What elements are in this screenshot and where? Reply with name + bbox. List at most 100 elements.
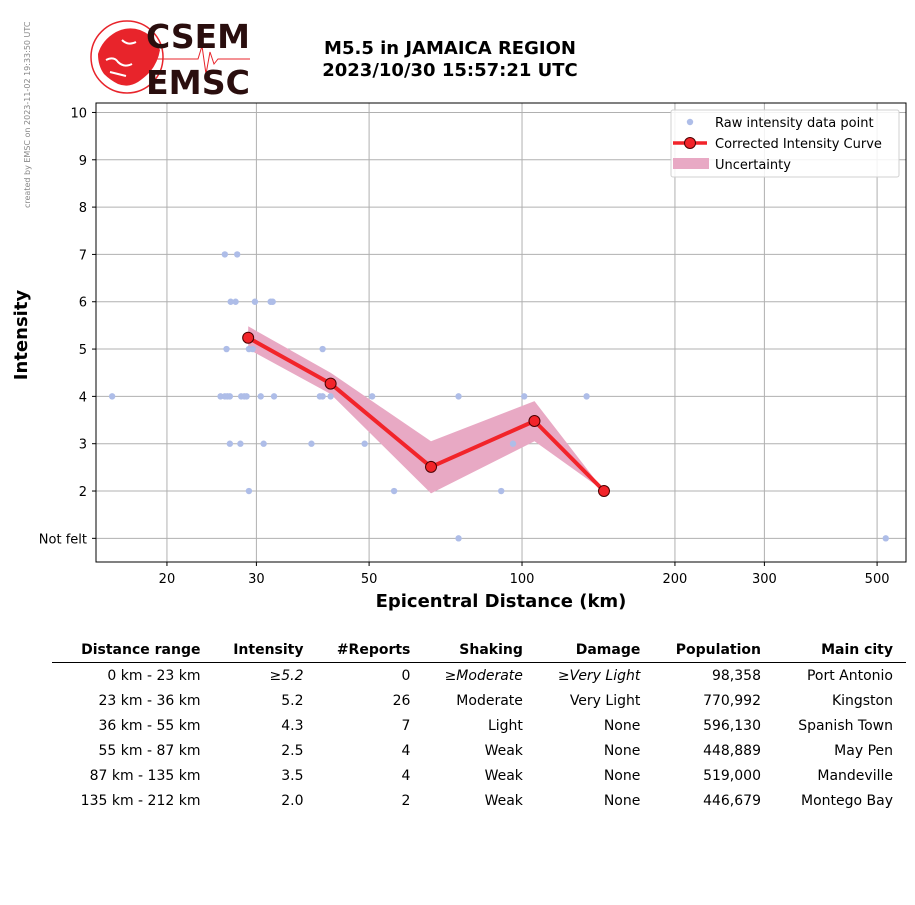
cell-main-city: Spanish Town [798, 717, 893, 734]
cell-intensity: 2.5 [281, 742, 304, 759]
header-intensity: Intensity [213, 640, 317, 663]
raw-data-point [455, 535, 462, 542]
cell-distance-range: 87 km - 135 km [89, 767, 201, 784]
cell-damage: ≥Very Light [557, 667, 641, 684]
raw-data-point [232, 298, 239, 305]
cell-distance-range: 23 km - 36 km [98, 692, 201, 709]
cell-reports: 0 [401, 667, 411, 684]
y-tick-label: 4 [79, 390, 87, 405]
header-damage: Damage [535, 640, 654, 663]
raw-data-point [237, 440, 244, 447]
cell-damage: None [603, 767, 641, 784]
table-row: 23 km - 36 km 5.2 26 Moderate Very Light… [52, 688, 906, 713]
logo-text-emsc: EMSC [146, 63, 250, 98]
cell-main-city: Montego Bay [801, 792, 893, 809]
legend-curve-label: Corrected Intensity Curve [715, 137, 882, 152]
header-population: Population [653, 640, 774, 663]
raw-data-point [234, 251, 241, 258]
legend-raw-label: Raw intensity data point [715, 116, 874, 131]
watermark-label: created by EMSC on 2023-11-02 19:33:50 U… [24, 21, 32, 208]
header-shaking: Shaking [423, 640, 536, 663]
cell-main-city: Kingston [831, 692, 893, 709]
cell-distance-range: 36 km - 55 km [98, 717, 201, 734]
cell-reports: 7 [401, 717, 411, 734]
legend-curve-marker [684, 137, 696, 149]
table-row: 36 km - 55 km 4.3 7 Light None 596,130 S… [52, 713, 906, 738]
intensity-curve-point [528, 414, 541, 427]
cell-reports: 4 [401, 767, 411, 784]
cell-main-city: Mandeville [817, 767, 893, 784]
raw-data-point [243, 393, 250, 400]
y-tick-label: 10 [70, 106, 87, 121]
header-distance-range: Distance range [52, 640, 214, 663]
raw-data-point [269, 298, 276, 305]
x-tick-label: 200 [663, 572, 688, 587]
cell-damage: None [603, 792, 641, 809]
cell-main-city: Port Antonio [806, 667, 893, 684]
raw-data-point [257, 393, 264, 400]
legend-uncertainty-swatch [673, 158, 709, 169]
raw-data-point [319, 393, 326, 400]
raw-data-point [108, 393, 116, 400]
csem-emsc-logo: CSEM EMSC [90, 17, 250, 98]
cell-population: 770,992 [703, 692, 761, 709]
raw-data-point [361, 440, 368, 447]
cell-main-city: May Pen [834, 742, 893, 759]
cell-reports: 26 [392, 692, 411, 709]
y-tick-label: 9 [79, 154, 87, 169]
cell-population: 596,130 [703, 717, 761, 734]
raw-data-point [521, 393, 528, 400]
cell-reports: 4 [401, 742, 411, 759]
cell-damage: Very Light [569, 692, 641, 709]
raw-data-point [226, 440, 234, 447]
intensity-distance-chart: 20 30 50 100 200 300 500 Not felt 2 3 4 5 6 7 8 9 10 Epi… [11, 102, 907, 612]
raw-data-point [327, 393, 334, 400]
uncertainty-band [248, 326, 604, 494]
raw-data-point [227, 298, 234, 305]
y-tick-label: 3 [79, 438, 87, 453]
cell-shaking: Weak [484, 767, 523, 784]
intensity-summary-table: Distance range Intensity #Reports Shakin… [52, 640, 906, 813]
raw-data-point [223, 345, 230, 353]
legend-box [670, 109, 900, 178]
cell-population: 98,358 [711, 667, 761, 684]
x-tick-label: 300 [752, 572, 777, 587]
raw-data-point [245, 487, 253, 495]
x-tick-label: 100 [510, 572, 535, 587]
y-tick-label: 2 [79, 485, 87, 500]
table-header-row: Distance range Intensity #Reports Shakin… [52, 640, 906, 663]
raw-data-point [390, 487, 398, 495]
cell-population: 448,889 [703, 742, 761, 759]
y-tick-label: 6 [79, 296, 87, 311]
logo-landmass [98, 28, 160, 86]
y-tick-label: 8 [79, 201, 87, 216]
raw-points-layer [108, 251, 889, 542]
y-tick-label: 7 [79, 248, 87, 263]
intensity-curve-point [597, 485, 610, 498]
cell-intensity: 3.5 [281, 767, 304, 784]
raw-data-point [498, 487, 505, 495]
raw-data-point [368, 393, 376, 400]
intensity-curve-point [242, 331, 255, 344]
chart-title-line-1: M5.5 in JAMAICA REGION [324, 38, 576, 59]
legend-uncertainty-label: Uncertainty [715, 158, 791, 173]
y-tick-label: Not felt [39, 532, 87, 547]
cell-reports: 2 [401, 792, 411, 809]
table-row: 87 km - 135 km 3.5 4 Weak None 519,000 M… [52, 763, 906, 788]
raw-data-point [308, 440, 315, 447]
x-tick-label: 30 [248, 572, 265, 587]
raw-data-point [882, 535, 889, 542]
chart-title-line-2: 2023/10/30 15:57:21 UTC [322, 60, 578, 81]
logo-seismogram [144, 45, 250, 75]
cell-intensity: 4.3 [281, 717, 304, 734]
intensity-curve-point [425, 460, 438, 473]
x-tick-label: 500 [865, 572, 890, 587]
cell-shaking: Moderate [456, 692, 523, 709]
watermark-text: created by EMSC on 2023-11-02 19:33:50 U… [24, 21, 32, 208]
cell-shaking: Light [487, 717, 523, 734]
cell-population: 519,000 [703, 767, 761, 784]
raw-data-point [583, 393, 590, 400]
cell-damage: None [603, 717, 641, 734]
header-main-city: Main city [773, 640, 906, 663]
table-row: 55 km - 87 km 2.5 4 Weak None 448,889 Ma… [52, 738, 906, 763]
